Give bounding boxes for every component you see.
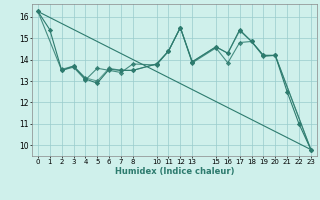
X-axis label: Humidex (Indice chaleur): Humidex (Indice chaleur) xyxy=(115,167,234,176)
